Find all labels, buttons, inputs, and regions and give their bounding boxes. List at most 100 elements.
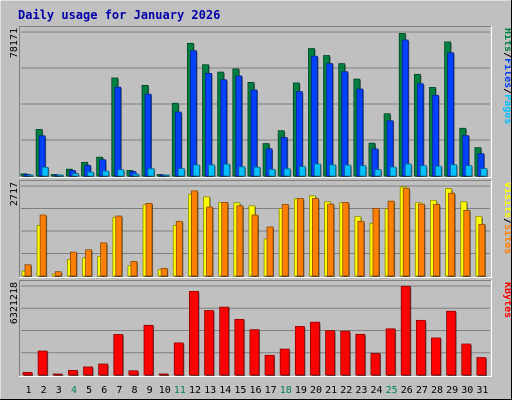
bar-shadow: [160, 375, 170, 376]
bar: [162, 174, 170, 177]
series-pages: [26, 163, 488, 177]
x-tick-label: 2: [41, 385, 47, 396]
x-tick-label: 14: [219, 385, 231, 396]
bar: [417, 203, 425, 277]
bar: [310, 321, 320, 376]
bar: [115, 215, 123, 277]
bar: [52, 373, 63, 376]
bar: [327, 203, 334, 277]
bar: [113, 334, 124, 376]
bar: [268, 168, 276, 177]
x-axis-labels: 1 2 3 4 5 6 7 8 9 10 11 12 13 14 15 16 17 18 19 20 21 22 23 24 2…: [26, 385, 489, 396]
x-tick-label: 10: [159, 385, 171, 396]
bar: [400, 285, 411, 376]
bar: [175, 220, 183, 277]
bar: [294, 326, 305, 376]
bar: [220, 79, 228, 177]
bar: [311, 55, 318, 177]
x-tick-label: 25: [386, 385, 398, 396]
bar: [174, 111, 182, 177]
bar: [312, 198, 319, 277]
bar: [389, 166, 397, 177]
bar: [432, 94, 439, 177]
bar-shadow: [28, 176, 34, 177]
bar: [191, 190, 198, 277]
x-tick-label: 21: [325, 385, 337, 396]
bar: [160, 267, 168, 277]
bar: [355, 333, 366, 376]
bar: [326, 63, 333, 177]
x-tick-label: 19: [295, 385, 307, 396]
bar: [325, 330, 335, 376]
x-tick-label: 12: [189, 385, 201, 396]
legend-entry: /: [502, 218, 512, 224]
bar: [204, 310, 214, 376]
x-tick-label: 26: [401, 385, 413, 396]
x-tick-label: 3: [56, 385, 62, 396]
bar: [143, 324, 154, 376]
x-tick-label: 6: [101, 385, 107, 396]
legend-entry: /: [502, 88, 512, 94]
bar: [374, 169, 382, 177]
bar: [130, 261, 138, 277]
bar: [431, 337, 441, 376]
series-kbytes: [22, 285, 487, 376]
panel-mid: 2717 Visits/Sites: [9, 180, 512, 278]
bar: [100, 242, 108, 277]
x-tick-label: 11: [174, 385, 186, 396]
bar: [190, 50, 197, 177]
bar: [415, 319, 426, 376]
bar: [147, 168, 155, 177]
bar: [206, 206, 213, 277]
bar: [39, 214, 47, 277]
bar: [128, 370, 139, 376]
x-tick-label: 22: [340, 385, 352, 396]
x-tick-label: 15: [234, 385, 246, 396]
bar: [54, 271, 62, 277]
bar-shadow: [164, 176, 171, 177]
bar: [69, 251, 77, 277]
bar: [223, 163, 231, 177]
bar: [85, 249, 92, 277]
bar: [314, 163, 321, 177]
bar: [158, 373, 169, 376]
legend-entry: KBytes: [502, 282, 512, 318]
panels-layer: 78171 Hits/Files/Pages 2717 Visits/Sites 632…: [9, 26, 512, 377]
legend: Visits/Sites: [502, 182, 512, 254]
bar: [71, 173, 79, 177]
y-max-label: 78171: [9, 28, 20, 58]
bar: [250, 89, 258, 177]
bar: [253, 166, 261, 177]
bar: [56, 174, 64, 177]
bar: [404, 163, 412, 177]
bar: [370, 353, 381, 376]
x-tick-label: 9: [147, 385, 153, 396]
bar: [356, 88, 364, 177]
x-tick-label: 28: [431, 385, 443, 396]
legend-entry: Visits: [502, 182, 512, 218]
bar-shadow: [58, 176, 65, 177]
legend-entry: Pages: [502, 94, 512, 124]
bar: [249, 329, 260, 376]
bar: [98, 363, 109, 376]
bar: [465, 165, 473, 177]
bar: [298, 166, 306, 177]
x-tick-label: 17: [265, 385, 277, 396]
x-tick-label: 13: [204, 385, 216, 396]
bar: [24, 264, 32, 277]
bar: [385, 328, 396, 376]
bar: [463, 210, 471, 277]
bar: [296, 198, 304, 277]
bar: [208, 164, 215, 177]
bar: [83, 366, 93, 376]
y-max-label: 6321218: [9, 282, 20, 324]
series-sites: [24, 187, 486, 277]
x-tick-label: 16: [249, 385, 261, 396]
bar: [448, 192, 456, 277]
bar: [22, 372, 33, 376]
x-tick-label: 7: [116, 385, 122, 396]
x-tick-label: 4: [71, 385, 77, 396]
legend: Hits/Files/Pages: [502, 28, 512, 124]
